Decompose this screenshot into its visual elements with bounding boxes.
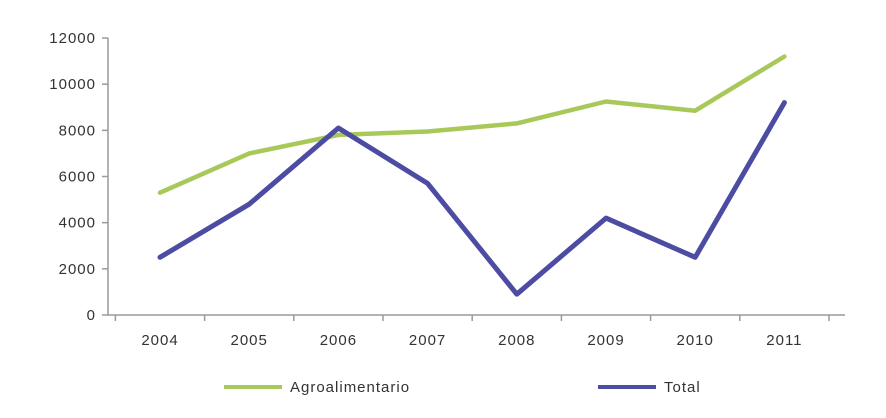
x-tick-label: 2004	[141, 332, 178, 349]
x-tick-label: 2007	[409, 332, 446, 349]
x-tick-label: 2010	[677, 332, 714, 349]
legend: Agroalimentario Total	[224, 379, 701, 396]
axes: 0 2000 4000 6000 8000 10000 12000 2004 2005 2006 2…	[49, 30, 845, 349]
y-tick-label: 2000	[59, 261, 96, 278]
x-tick-label: 2008	[498, 332, 535, 349]
legend-label: Total	[664, 379, 701, 396]
x-tick-label: 2011	[766, 332, 802, 349]
series-line-agroalimentario	[157, 54, 787, 195]
y-tick-label: 12000	[49, 30, 96, 47]
x-tick-label: 2009	[587, 332, 624, 349]
y-tick-label: 0	[87, 307, 96, 324]
legend-label: Agroalimentario	[290, 379, 410, 396]
x-tick-label: 2005	[231, 332, 268, 349]
y-tick-label: 6000	[59, 169, 96, 186]
y-tick-label: 4000	[59, 215, 96, 232]
y-tick-label: 10000	[49, 76, 96, 93]
y-tick-label: 8000	[59, 122, 96, 139]
x-tick-label: 2006	[320, 332, 357, 349]
series-lines	[157, 54, 787, 297]
series-line-total	[157, 100, 787, 297]
